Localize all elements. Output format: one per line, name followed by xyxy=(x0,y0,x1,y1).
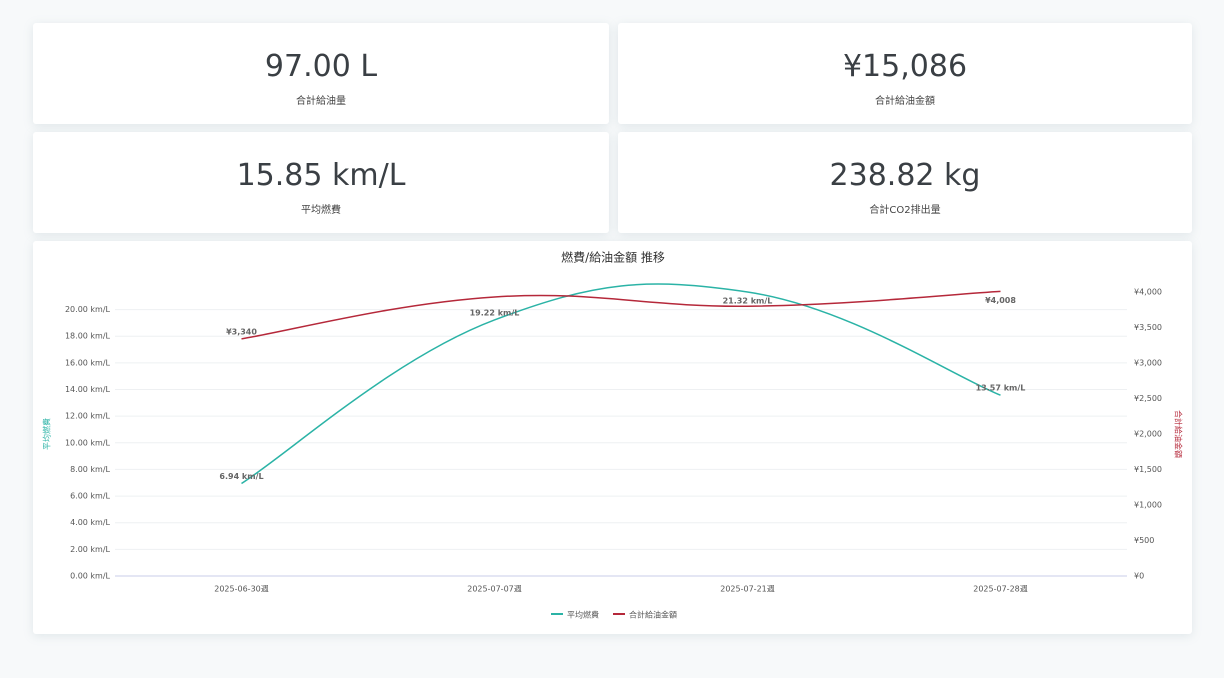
stat-card: ¥15,086 合計給油金額 xyxy=(618,23,1192,124)
stat-label: 合計給油金額 xyxy=(875,96,935,107)
y-axis-title: 平均燃費 xyxy=(42,418,52,450)
y-tick-label: 16.00 km/L xyxy=(65,358,111,367)
stat-label: 合計給油量 xyxy=(296,96,346,107)
stat-label: 合計CO2排出量 xyxy=(869,205,941,216)
y2-tick-label: ¥4,000 xyxy=(1134,288,1162,297)
y2-tick-label: ¥3,000 xyxy=(1134,359,1162,368)
x-tick-label: 2025-07-28週 xyxy=(973,585,1028,594)
y2-tick-label: ¥3,500 xyxy=(1134,323,1162,332)
data-label: 6.94 km/L xyxy=(219,472,263,481)
y2-tick-label: ¥2,500 xyxy=(1134,394,1162,403)
y-tick-label: 14.00 km/L xyxy=(65,385,111,394)
y-tick-label: 10.00 km/L xyxy=(65,438,111,447)
y-tick-label: 20.00 km/L xyxy=(65,305,111,314)
stat-value: 15.85 km/L xyxy=(236,158,406,193)
stat-card: 97.00 L 合計給油量 xyxy=(33,23,609,124)
y2-tick-label: ¥500 xyxy=(1134,536,1154,545)
line-series xyxy=(241,283,1001,485)
data-label: 19.22 km/L xyxy=(470,308,520,317)
data-label: ¥3,340 xyxy=(226,327,257,336)
y-tick-label: 18.00 km/L xyxy=(65,332,111,341)
y-tick-label: 2.00 km/L xyxy=(70,545,110,554)
y-tick-label: 6.00 km/L xyxy=(70,492,110,501)
chart: 燃費/給油金額 推移 0.00 km/L 2.00 km/L 4.00 km/L 6.… xyxy=(42,250,1184,620)
legend-label: 合計給油金額 xyxy=(629,610,677,620)
x-tick-label: 2025-07-07週 xyxy=(467,585,522,594)
y-tick-label: 0.00 km/L xyxy=(70,572,110,581)
y2-tick-label: ¥2,000 xyxy=(1134,430,1162,439)
x-tick-label: 2025-06-30週 xyxy=(214,585,269,594)
stat-card: 238.82 kg 合計CO2排出量 xyxy=(618,132,1192,233)
stat-value: 238.82 kg xyxy=(829,158,981,193)
y-tick-label: 4.00 km/L xyxy=(70,518,110,527)
stat-value: ¥15,086 xyxy=(842,49,968,84)
chart-card: 燃費/給油金額 推移 0.00 km/L 2.00 km/L 4.00 km/L 6.… xyxy=(33,241,1192,634)
legend-label: 平均燃費 xyxy=(567,610,599,620)
data-label: 21.32 km/L xyxy=(723,297,773,306)
x-tick-label: 2025-07-21週 xyxy=(720,585,775,594)
stat-card: 15.85 km/L 平均燃費 xyxy=(33,132,609,233)
data-label: ¥4,008 xyxy=(985,296,1016,305)
data-label: 13.57 km/L xyxy=(976,384,1026,393)
stat-label: 平均燃費 xyxy=(301,205,341,216)
y2-axis-title: 合計給油金額 xyxy=(1174,410,1184,458)
y-tick-label: 12.00 km/L xyxy=(65,412,111,421)
y2-tick-label: ¥0 xyxy=(1134,572,1144,581)
chart-title: 燃費/給油金額 推移 xyxy=(561,250,665,265)
line-series xyxy=(241,290,1001,340)
y-tick-label: 8.00 km/L xyxy=(70,465,110,474)
stat-value: 97.00 L xyxy=(264,49,378,84)
y2-tick-label: ¥1,500 xyxy=(1134,465,1162,474)
y2-tick-label: ¥1,000 xyxy=(1134,501,1162,510)
